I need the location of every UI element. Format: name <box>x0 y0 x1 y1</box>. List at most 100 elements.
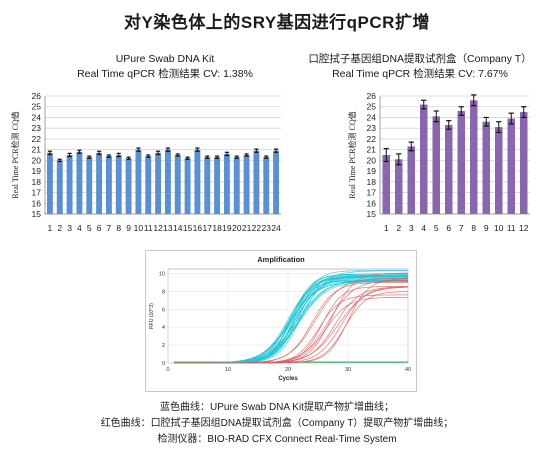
upure-xtick-label: 15 <box>183 223 193 233</box>
upure-xtick-label: 11 <box>144 223 153 233</box>
upure-bar <box>263 157 270 214</box>
companyt-bar <box>495 127 503 214</box>
upure-xtick-label: 18 <box>212 223 222 233</box>
upure-xtick-label: 3 <box>67 223 72 233</box>
upure-ytick-label: 17 <box>32 188 42 198</box>
companyt-bar <box>507 118 515 214</box>
upure-ytick-label: 18 <box>32 177 42 187</box>
upure-bar <box>76 151 83 214</box>
upure-bar <box>155 152 162 214</box>
upure-xtick-label: 23 <box>262 223 272 233</box>
upure-xtick-label: 19 <box>222 223 232 233</box>
companyt-ytick-label: 22 <box>367 134 377 144</box>
amplification-xtick-label: 10 <box>225 367 231 373</box>
companyt-ytick-label: 23 <box>367 123 377 133</box>
caption-blue: 蓝色曲线：UPure Swab DNA Kit提取产物扩增曲线； <box>160 402 394 413</box>
caption-red: 红色曲线：口腔拭子基因组DNA提取试剂盒（Company T）提取产物扩增曲线； <box>100 418 454 429</box>
upure-ytick-label: 21 <box>32 145 42 155</box>
upure-bar <box>174 155 181 214</box>
upure-bar <box>194 149 201 214</box>
upure-bar <box>135 149 142 214</box>
amplification-ytick-label: 0 <box>162 361 165 367</box>
page-title: 对Y染色体上的SRY基因进行qPCR扩增 <box>124 13 430 32</box>
amplification-plot-frame: Amplification 0 2 4 6 8 10 0 10 20 30 40 Cycles RFU (… <box>145 250 417 392</box>
upure-xtick-label: 4 <box>77 223 82 233</box>
companyt-xtick-label: 4 <box>421 223 426 233</box>
upure-ytick-label: 23 <box>32 123 42 133</box>
companyt-xtick-label: 10 <box>494 223 504 233</box>
upure-bar <box>66 155 73 214</box>
upure-xtick-label: 6 <box>97 223 102 233</box>
companyt-y-axis-label: Real Time PCR检测 CQ值 <box>347 111 357 198</box>
upure-bar <box>86 157 93 214</box>
companyt-bar <box>420 104 428 214</box>
upure-xtick-label: 5 <box>87 223 92 233</box>
upure-xtick-label: 7 <box>107 223 112 233</box>
chart2-title: 口腔拭子基因组DNA提取试剂盒（Company T） Real Time qPC… <box>300 52 540 82</box>
companyt-bar <box>457 111 465 214</box>
upure-xtick-label: 12 <box>153 223 163 233</box>
companyt-bar <box>395 159 403 214</box>
upure-bar <box>184 158 191 214</box>
amplification-ytick-label: 4 <box>162 325 165 331</box>
upure-bar <box>46 152 53 214</box>
upure-xtick-label: 20 <box>232 223 242 233</box>
companyt-ytick-label: 17 <box>367 188 377 198</box>
companyt-ytick-label: 16 <box>367 198 377 208</box>
companyt-ytick-label: 18 <box>367 177 377 187</box>
amplification-xtick-label: 0 <box>166 367 169 373</box>
upure-ytick-label: 22 <box>32 134 42 144</box>
amplification-ytick-label: 10 <box>159 271 165 277</box>
amplification-ytick-label: 6 <box>162 307 165 313</box>
companyt-ytick-label: 19 <box>367 166 377 176</box>
companyt-xtick-label: 12 <box>519 223 529 233</box>
upure-bar <box>204 157 211 214</box>
companyt-xtick-label: 8 <box>471 223 476 233</box>
companyt-ytick-label: 20 <box>367 155 377 165</box>
amplification-curve-red <box>174 278 409 364</box>
upure-bar <box>56 160 63 214</box>
companyt-bar <box>520 112 528 214</box>
upure-bar <box>96 152 103 214</box>
amplification-line-chart: Amplification 0 2 4 6 8 10 0 10 20 30 40 Cycles RFU (… <box>149 255 411 382</box>
companyt-bar <box>407 146 415 214</box>
upure-xtick-label: 16 <box>193 223 203 233</box>
amplification-ytick-label: 2 <box>162 343 165 349</box>
upure-xtick-label: 10 <box>134 223 144 233</box>
caption-instrument: 检测仪器：BIO-RAD CFX Connect Real-Time Syste… <box>157 434 397 445</box>
companyt-xtick-label: 1 <box>384 223 389 233</box>
upure-ytick-label: 19 <box>32 166 42 176</box>
upure-ytick-label: 24 <box>32 112 42 122</box>
companyt-xtick-label: 7 <box>459 223 464 233</box>
upure-y-axis-label: Real Time PCR检测 CQ值 <box>10 111 20 198</box>
companyt-xtick-label: 6 <box>446 223 451 233</box>
amplification-ytick-label: 8 <box>162 289 165 295</box>
upure-xtick-label: 13 <box>163 223 173 233</box>
upure-ytick-label: 16 <box>32 198 42 208</box>
upure-bar <box>125 158 132 214</box>
upure-bar <box>105 156 112 214</box>
chart2-title-line2: Real Time qPCR 检测结果 CV: 7.67% <box>332 68 508 80</box>
companyt-bar <box>445 124 453 214</box>
companyt-ytick-label: 15 <box>367 209 377 219</box>
amplification-xtick-label: 30 <box>345 367 351 373</box>
chart1-title-line2: Real Time qPCR 检测结果 CV: 1.38% <box>77 68 253 80</box>
upure-xtick-label: 9 <box>126 223 131 233</box>
companyt-bar <box>470 100 478 214</box>
upure-xtick-label: 21 <box>242 223 252 233</box>
companyt-xtick-label: 11 <box>507 223 516 233</box>
chart1-title: UPure Swab DNA Kit Real Time qPCR 检测结果 C… <box>45 52 285 82</box>
chart2-title-line1: 口腔拭子基因组DNA提取试剂盒（Company T） <box>308 53 532 65</box>
companyt-xtick-label: 2 <box>396 223 401 233</box>
upure-ytick-label: 25 <box>32 102 42 112</box>
upure-bar <box>145 156 152 214</box>
upure-ytick-label: 20 <box>32 155 42 165</box>
upure-bar <box>233 157 240 214</box>
upure-bar <box>115 155 122 214</box>
amplification-x-axis-label: Cycles <box>278 376 298 382</box>
upure-bar <box>273 150 280 214</box>
upure-bar <box>243 155 250 214</box>
companyt-ytick-label: 24 <box>367 112 377 122</box>
upure-xtick-label: 2 <box>57 223 62 233</box>
